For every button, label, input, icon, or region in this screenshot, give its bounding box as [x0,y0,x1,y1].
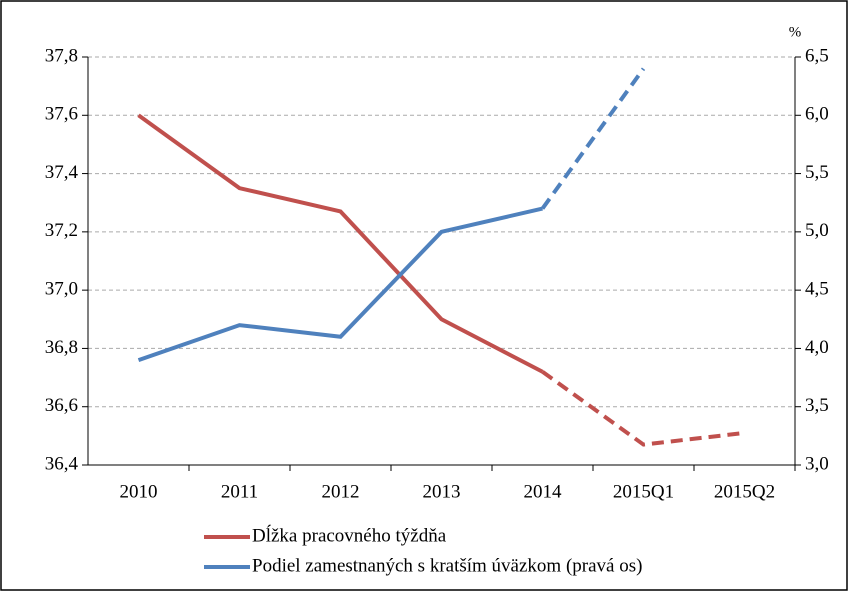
series-line [540,67,646,210]
series-line [137,206,543,362]
x-tick-label: 2010 [120,481,158,502]
y2-tick-label: 6,5 [805,45,829,66]
x-tick-label: 2015Q1 [613,481,674,502]
y-tick-label: 36,6 [45,395,78,416]
series-line [541,370,745,447]
y2-tick-label: 6,0 [805,104,829,125]
y2-tick-label: 3,0 [805,453,829,474]
y-tick-label: 37,8 [45,45,78,66]
y-tick-label: 37,2 [45,220,78,241]
x-tick-label: 2015Q2 [714,481,775,502]
x-tick-label: 2013 [423,481,461,502]
y2-tick-label: 5,5 [805,162,829,183]
y-tick-label: 37,0 [45,279,78,300]
y-tick-label: 37,6 [45,104,78,125]
x-tick-label: 2012 [322,481,360,502]
y-tick-label: 37,4 [45,162,79,183]
y-tick-label: 36,4 [45,453,79,474]
x-tick-label: 2014 [524,481,563,502]
x-tick-label: 2011 [221,481,258,502]
y2-tick-label: 4,5 [805,279,829,300]
legend-label: Podiel zamestnaných s kratším úväzkom (p… [252,555,642,576]
y2-tick-label: 4,0 [805,337,829,358]
y2-tick-label: 5,0 [805,220,829,241]
y2-tick-label: 3,5 [805,395,829,416]
series-line [137,113,544,374]
legend-label: Dĺžka pracovného týždňa [252,524,447,546]
y2-unit: % [789,24,802,40]
y-tick-label: 36,8 [45,337,78,358]
